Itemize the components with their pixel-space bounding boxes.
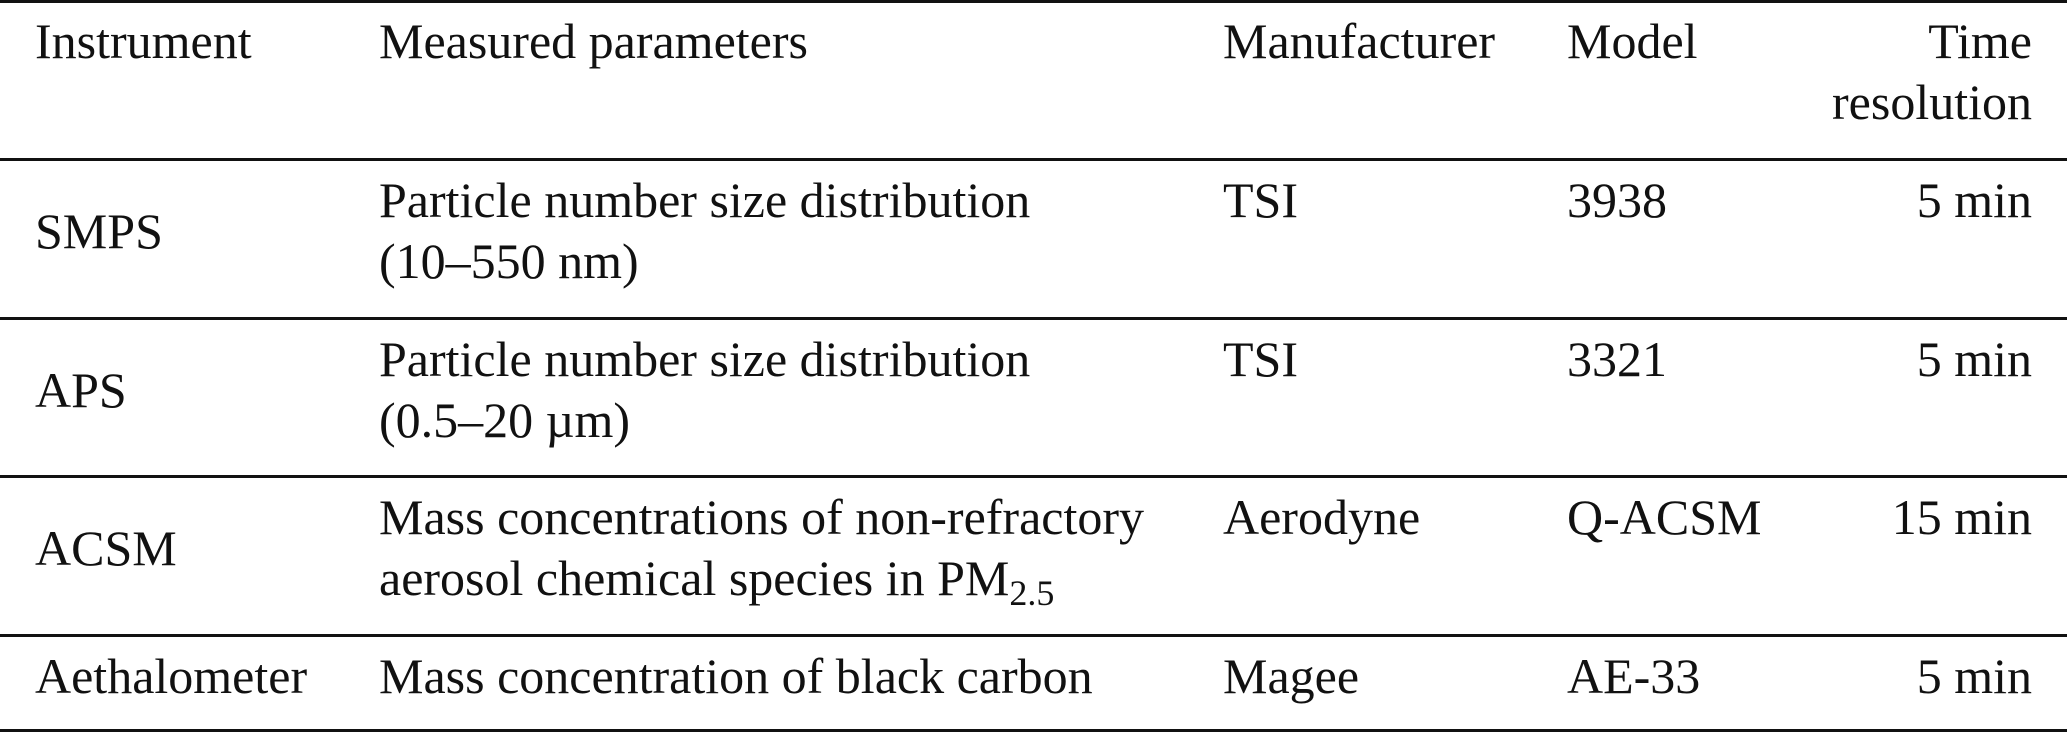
parameters-line: (10–550 nm) (379, 233, 639, 289)
parameters-line: Particle number size distribution (379, 331, 1031, 387)
model-cell: 3938 (1567, 172, 1667, 228)
parameters-cell: Particle number size distribution (10–55… (379, 170, 1030, 292)
manufacturer-cell: Aerodyne (1223, 489, 1421, 545)
parameters-line: (0.5–20 µm) (379, 392, 631, 448)
model-cell: AE-33 (1567, 648, 1701, 704)
header-rule (0, 158, 2067, 161)
bottom-rule (0, 729, 2067, 732)
table-row: SMPS Particle number size distribution (… (0, 159, 2067, 318)
model-cell: 3321 (1567, 331, 1667, 387)
instrument-cell: SMPS (35, 203, 163, 259)
instrument-cell: ACSM (35, 520, 177, 576)
parameters-cell: Mass concentration of black carbon (379, 648, 1093, 704)
instrument-cell: Aethalometer (35, 648, 308, 704)
top-rule (0, 0, 2067, 3)
time-cell: 15 min (1891, 489, 2032, 545)
parameters-line: Particle number size distribution (379, 172, 1031, 228)
header-time-line1: Time (1928, 13, 2032, 69)
header-time-line2: resolution (1832, 74, 2032, 130)
parameters-cell: Particle number size distribution (0.5–2… (379, 329, 1030, 451)
header-instrument: Instrument (35, 13, 252, 69)
pm-subscript: 2.5 (1009, 573, 1055, 613)
manufacturer-cell: Magee (1223, 648, 1360, 704)
table-header: Instrument Measured parameters Manufactu… (0, 0, 2067, 159)
manufacturer-cell: TSI (1223, 331, 1298, 387)
instrument-cell: APS (35, 362, 127, 418)
time-cell: 5 min (1916, 331, 2032, 387)
table-row: ACSM Mass concentrations of non-refracto… (0, 476, 2067, 635)
header-time-resolution: Time resolution (1832, 11, 2032, 133)
parameters-cell: Mass concentrations of non-refractory ae… (379, 487, 1144, 611)
parameters-text: aerosol chemical species in PM (379, 550, 1010, 606)
manufacturer-cell: TSI (1223, 172, 1298, 228)
row-divider (0, 475, 2067, 478)
table-row: Aethalometer Mass concentration of black… (0, 635, 2067, 730)
row-divider (0, 317, 2067, 320)
time-cell: 5 min (1916, 172, 2032, 228)
parameters-line: aerosol chemical species in PM2.5 (379, 548, 1144, 611)
parameters-line: Mass concentrations of non-refractory (379, 489, 1144, 545)
time-cell: 5 min (1916, 648, 2032, 704)
header-model: Model (1567, 13, 1698, 69)
model-cell: Q-ACSM (1567, 489, 1762, 545)
row-divider (0, 634, 2067, 637)
header-parameters: Measured parameters (379, 13, 808, 69)
header-manufacturer: Manufacturer (1223, 13, 1496, 69)
table-row: APS Particle number size distribution (0… (0, 318, 2067, 476)
